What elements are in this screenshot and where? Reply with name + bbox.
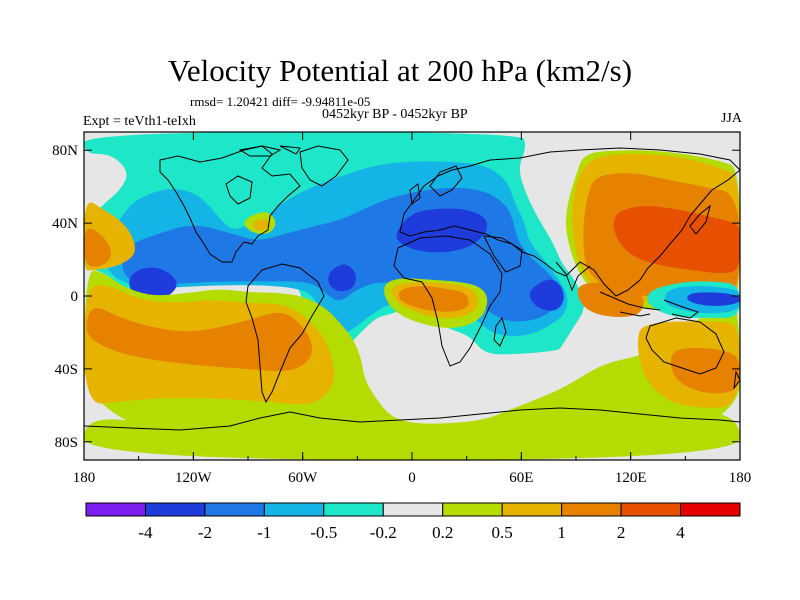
x-tick-label: 180 — [729, 470, 752, 486]
field-region-equatorial-pacific-dark-blue — [687, 292, 740, 306]
colorbar-swatch — [144, 502, 206, 517]
colorbar-swatch — [263, 502, 325, 517]
coastline-new-zealand — [733, 370, 740, 390]
colorbar-label: 4 — [676, 523, 685, 542]
coastline-scandinavia — [429, 165, 463, 197]
coastline-indonesia — [599, 291, 700, 319]
x-tick-label: 120E — [615, 470, 647, 486]
coastline-europe — [399, 147, 740, 297]
field-region-south-america-dark-orange — [86, 308, 313, 372]
x-tick-label: 60E — [509, 470, 533, 486]
field-region-australia-dark-orange — [670, 347, 740, 394]
coastline-greenland — [299, 145, 349, 187]
colorbar-label: -4 — [138, 523, 153, 542]
field-region-west-pacific-dark-orange — [84, 228, 111, 267]
coastline-south-america — [245, 263, 325, 404]
field-region-indian-dark-blue — [529, 279, 564, 311]
coastline-layer — [84, 145, 740, 431]
coastline-arctic-islands — [238, 145, 301, 157]
coastline-japan — [689, 204, 711, 235]
coastline-madagascar — [493, 316, 507, 347]
coastline-australia — [645, 317, 725, 375]
colorbar-swatch — [501, 502, 563, 517]
y-tick-label: 40S — [55, 362, 78, 378]
field-region-antarctica-green — [84, 403, 740, 460]
y-tick-label: 80S — [55, 435, 78, 451]
colorbar-label: 2 — [617, 523, 626, 542]
colorbar-label: 0.2 — [432, 523, 453, 542]
x-tick-label: 0 — [408, 470, 416, 486]
colorbar-swatch — [680, 502, 741, 517]
colorbar-swatch — [323, 502, 384, 517]
colorbar-label: -0.5 — [310, 523, 337, 542]
coastline-india — [555, 261, 591, 292]
field-region-canada-orange — [253, 219, 269, 231]
coastline-antarctica — [84, 407, 740, 431]
colorbar-swatch — [85, 502, 146, 517]
x-tick-label: 180 — [73, 470, 96, 486]
field-region-atlantic-dark-blue — [328, 264, 356, 292]
x-tick-label: 120W — [175, 470, 213, 486]
colorbar: -4 -2 -1 -0.5 -0.2 0.2 0.5 1 2 4 — [85, 502, 741, 542]
y-tick-label: 80N — [52, 143, 78, 159]
coastline-africa — [393, 235, 503, 367]
y-tick-label: 0 — [71, 289, 79, 305]
coastline-hudson-bay — [225, 175, 253, 205]
field-region-north-pacific-red-orange — [613, 206, 740, 274]
coastline-uk — [409, 183, 421, 205]
coastline-arabia — [483, 235, 523, 273]
colorbar-swatch — [561, 502, 622, 517]
colorbar-label: 1 — [557, 523, 566, 542]
colorbar-swatch — [204, 502, 265, 517]
x-tick-label: 60W — [288, 470, 318, 486]
field-region-pacific-dark-blue — [129, 267, 177, 299]
colorbar-swatch — [620, 502, 682, 517]
colorbar-swatch — [382, 502, 444, 517]
field-region-southeast-asia-dark-orange — [577, 282, 644, 317]
experiment-label: Expt = teVth1-teIxh — [83, 114, 196, 129]
colorbar-label: -1 — [257, 523, 271, 542]
axis-ticks: 180 120W 60W 0 60E 120E 180 80N 40N 0 40S 80S — [52, 132, 751, 486]
colorbar-label: -0.2 — [370, 523, 397, 542]
y-tick-label: 40N — [52, 216, 78, 232]
stats-line: rmsd= 1.20421 diff= -9.94811e-05 — [190, 94, 371, 109]
colorbar-swatch — [442, 502, 503, 517]
colorbar-label: 0.5 — [492, 523, 513, 542]
field-region-atlantic-africa-dark-orange — [398, 286, 469, 312]
field-layer — [84, 132, 740, 460]
colorbar-label: -2 — [198, 523, 212, 542]
period-line: 0452kyr BP - 0452kyr BP — [322, 107, 468, 122]
chart-title: Velocity Potential at 200 hPa (km2/s) — [167, 53, 633, 88]
field-region-europe-dark-blue — [396, 208, 488, 253]
season-label: JJA — [720, 111, 742, 126]
